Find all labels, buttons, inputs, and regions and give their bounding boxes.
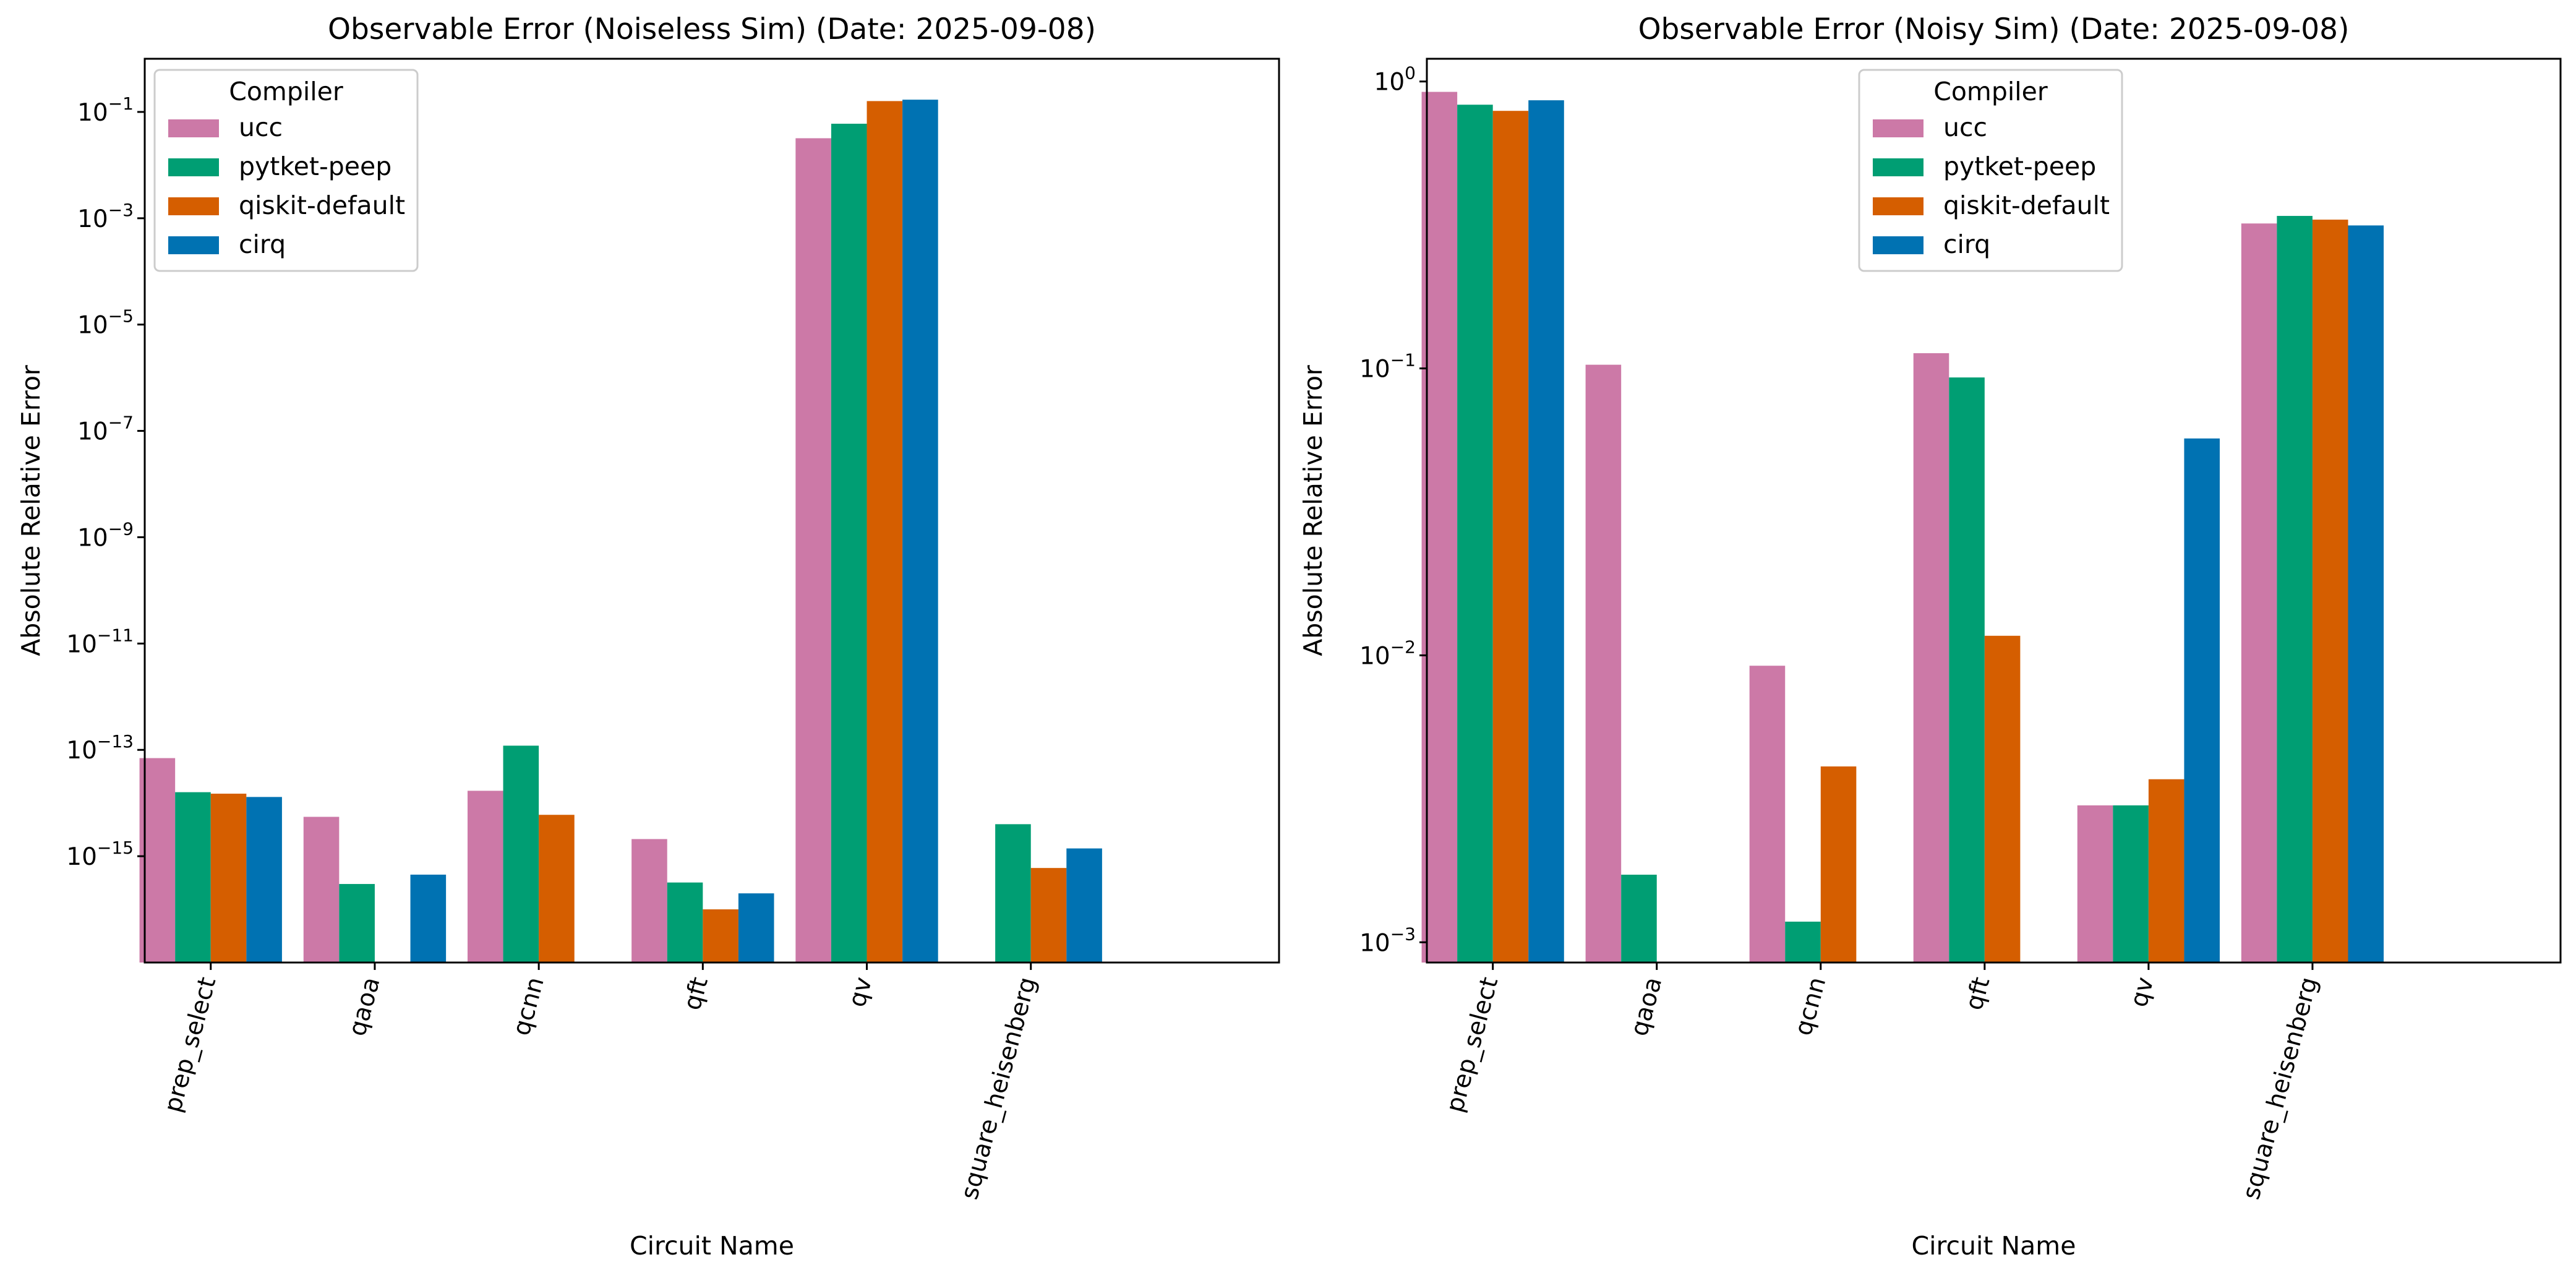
legend-label-cirq: cirq xyxy=(1943,229,1990,259)
bar-cirq-square_heisenberg xyxy=(2348,225,2384,963)
bar-qiskit-default-qv xyxy=(2148,779,2184,963)
legend-swatch-ucc xyxy=(1873,119,1923,137)
legend-title: Compiler xyxy=(1933,77,2048,106)
axes-frame xyxy=(1426,58,2562,964)
x-tick-label-square_heisenberg: square_heisenberg xyxy=(956,974,1042,1203)
bar-pytket-peep-qaoa xyxy=(339,884,375,963)
legend-swatch-cirq xyxy=(1873,236,1923,254)
bar-cirq-qft xyxy=(738,893,774,963)
x-tick-label-qv: qv xyxy=(843,974,878,1010)
y-tick-label: 100 xyxy=(1374,63,1416,96)
bar-cirq-qv xyxy=(2184,438,2220,963)
legend: Compiler ucc pytket-peep qiskit-default cirq xyxy=(153,69,419,272)
legend-swatch-qiskit-default xyxy=(168,197,219,215)
bar-pytket-peep-square_heisenberg xyxy=(995,824,1031,963)
bar-ucc-qaoa xyxy=(303,817,340,963)
bar-ucc-qaoa xyxy=(1585,364,1622,963)
y-tick-label: 10−7 xyxy=(77,413,134,446)
x-tick-label-qaoa: qaoa xyxy=(1625,974,1667,1039)
x-axis-label: Circuit Name xyxy=(1912,1231,2076,1261)
x-axis-label: Circuit Name xyxy=(630,1231,794,1261)
y-tick-label: 10−11 xyxy=(66,625,134,658)
bar-pytket-peep-square_heisenberg xyxy=(2277,216,2313,963)
x-tick-label-qcnn: qcnn xyxy=(1789,974,1831,1039)
bar-pytket-peep-prep_select xyxy=(175,792,211,963)
legend-label-pytket-peep: pytket-peep xyxy=(239,152,392,181)
legend-label-qiskit-default: qiskit-default xyxy=(1943,191,2110,220)
legend-swatch-ucc xyxy=(168,119,219,137)
y-axis-label: Absolute Relative Error xyxy=(16,365,46,656)
bar-pytket-peep-qft xyxy=(667,882,703,963)
y-tick-label: 10−9 xyxy=(77,518,134,552)
bar-qiskit-default-qft xyxy=(1984,635,2021,963)
legend: Compiler ucc pytket-peep qiskit-default cirq xyxy=(1858,69,2123,272)
legend-box xyxy=(1858,69,2123,272)
legend-swatch-qiskit-default xyxy=(1873,197,1923,215)
legend-label-pytket-peep: pytket-peep xyxy=(1943,152,2096,181)
bar-ucc-qv xyxy=(2077,805,2113,963)
y-tick-label: 10−1 xyxy=(77,93,134,127)
bar-pytket-peep-qv xyxy=(2113,805,2149,963)
bar-cirq-prep_select xyxy=(246,797,282,963)
x-tick-label-prep_select: prep_select xyxy=(159,974,221,1115)
x-tick-label-qaoa: qaoa xyxy=(343,974,385,1039)
bar-pytket-peep-prep_select xyxy=(1457,105,1493,963)
bar-pytket-peep-qft xyxy=(1949,377,1985,963)
bar-qiskit-default-qft xyxy=(703,909,738,963)
chart-panel-2: 100 10−1 10−2 10−3 prep_select qaoa qcnn qft qv s… xyxy=(1298,12,2562,1261)
bar-cirq-qaoa xyxy=(410,874,447,963)
x-tick-label-qv: qv xyxy=(2125,974,2160,1010)
y-axis-label: Absolute Relative Error xyxy=(1298,365,1328,656)
legend-swatch-cirq xyxy=(168,236,219,254)
chart-panel-1: 10−1 10−3 10−5 10−7 10−9 10−11 10−13 10−15 prep_… xyxy=(16,12,1280,1261)
bar-pytket-peep-qv xyxy=(831,124,867,963)
bar-cirq-square_heisenberg xyxy=(1066,848,1102,963)
bar-qiskit-default-square_heisenberg xyxy=(2312,220,2348,963)
x-tick-label-qcnn: qcnn xyxy=(508,974,550,1039)
bar-pytket-peep-qcnn xyxy=(503,745,539,963)
y-tick-label: 10−13 xyxy=(66,731,134,765)
x-tick-label-prep_select: prep_select xyxy=(1441,974,1504,1115)
bar-qiskit-default-qcnn xyxy=(539,815,575,963)
y-tick-label: 10−15 xyxy=(66,838,134,871)
bar-cirq-qv xyxy=(902,100,938,963)
legend-title: Compiler xyxy=(229,77,343,106)
bar-qiskit-default-prep_select xyxy=(1492,111,1529,963)
y-tick-label: 10−3 xyxy=(77,200,134,233)
legend-box xyxy=(153,69,419,272)
y-tick-label: 10−1 xyxy=(1359,350,1416,384)
bar-ucc-qft xyxy=(631,839,667,963)
y-tick-label: 10−3 xyxy=(1359,924,1416,957)
bar-cirq-prep_select xyxy=(1528,100,1564,963)
legend-label-cirq: cirq xyxy=(239,229,286,259)
x-tick-label-qft: qft xyxy=(1960,974,1995,1013)
bar-pytket-peep-qaoa xyxy=(1621,875,1657,963)
bar-qiskit-default-prep_select xyxy=(210,794,247,963)
chart-title: Observable Error (Noisy Sim) (Date: 2025… xyxy=(1638,12,2350,46)
bar-ucc-square_heisenberg xyxy=(2241,223,2277,963)
bar-qiskit-default-square_heisenberg xyxy=(1030,868,1067,963)
bar-qiskit-default-qv xyxy=(867,101,903,963)
y-tick-label: 10−2 xyxy=(1359,637,1416,670)
bar-pytket-peep-qcnn xyxy=(1785,921,1821,963)
bar-ucc-qv xyxy=(795,138,831,963)
y-tick-label: 10−5 xyxy=(77,306,134,340)
bar-ucc-qft xyxy=(1913,353,1949,963)
x-tick-label-square_heisenberg: square_heisenberg xyxy=(2237,974,2323,1203)
x-tick-label-qft: qft xyxy=(678,974,714,1013)
bar-qiskit-default-qcnn xyxy=(1820,766,1857,963)
bar-ucc-qcnn xyxy=(1749,666,1786,963)
legend-swatch-pytket-peep xyxy=(168,158,219,176)
legend-label-ucc: ucc xyxy=(239,113,283,142)
chart-title: Observable Error (Noiseless Sim) (Date: … xyxy=(328,12,1096,46)
legend-label-qiskit-default: qiskit-default xyxy=(239,191,405,220)
legend-swatch-pytket-peep xyxy=(1873,158,1923,176)
axes-frame xyxy=(143,58,1280,964)
legend-label-ucc: ucc xyxy=(1943,113,1987,142)
bar-ucc-qcnn xyxy=(467,791,503,963)
